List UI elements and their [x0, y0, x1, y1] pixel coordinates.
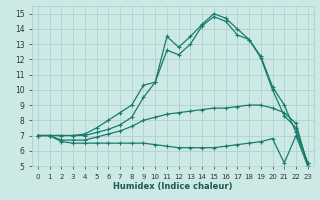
X-axis label: Humidex (Indice chaleur): Humidex (Indice chaleur)	[113, 182, 233, 191]
